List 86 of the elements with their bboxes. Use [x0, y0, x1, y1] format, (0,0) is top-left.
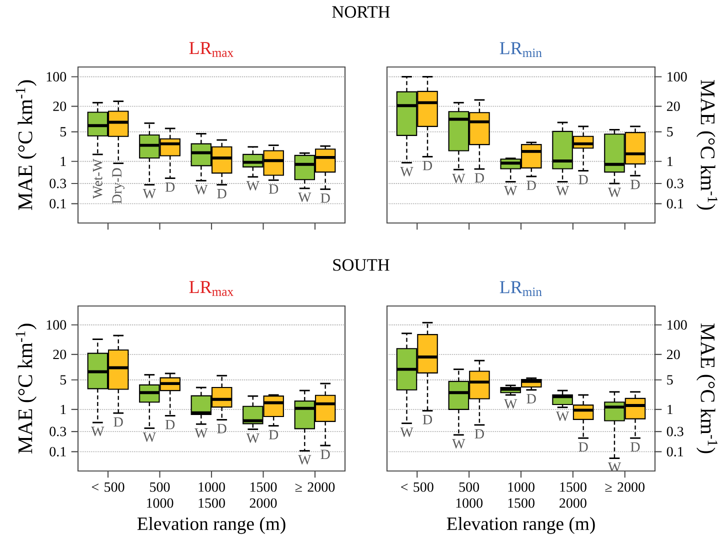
y-tick-label: 100: [668, 320, 687, 330]
annotation: D: [526, 394, 536, 404]
x-axis-title: Elevation range (m): [137, 516, 286, 534]
y-tick-label: 0.3: [50, 426, 66, 436]
y-tick-label: 20: [666, 102, 680, 112]
annotation: D: [268, 184, 278, 194]
y-tick-label: 0.3: [50, 178, 66, 188]
annotation: W: [298, 455, 312, 464]
y-axis-title: MAE (°C km$^{-1}$): [16, 80, 36, 210]
chart-subtitle: LR$_{max}$: [189, 281, 234, 296]
annotation: W: [452, 439, 466, 449]
annotation: D: [630, 180, 640, 190]
y-tick-label: 1: [60, 156, 66, 166]
annotation: D: [578, 175, 588, 184]
y-tick-label: 20: [53, 350, 66, 360]
y-tick-label: 100: [668, 72, 687, 82]
annotation: W: [504, 399, 518, 409]
y-tick-label: 1: [60, 404, 66, 414]
annotation: W: [452, 174, 466, 184]
y-tick-label: 0.1: [50, 446, 66, 456]
annotation: D: [165, 182, 175, 192]
y-tick-label: 100: [46, 320, 66, 330]
annotation: D: [114, 417, 123, 427]
annotation: W: [246, 434, 260, 443]
annotation: W: [608, 462, 622, 472]
y-tick-label: 0.1: [666, 198, 684, 208]
y-tick-label: 5: [60, 375, 66, 385]
annotation: W: [608, 188, 622, 198]
y-axis-title: MAE (°C km$^{-1}$): [16, 324, 36, 454]
chart-subtitle: LR$_{min}$: [500, 42, 542, 57]
y-tick-label: 1: [668, 404, 673, 414]
annotation: D: [217, 424, 226, 434]
chart-subtitle: LR$_{max}$: [189, 42, 234, 57]
annotation: W: [142, 432, 156, 442]
x-tick-label: 1500 2000: [250, 482, 277, 508]
annotation: W: [194, 184, 208, 194]
annotation: W: [400, 428, 414, 437]
chart-title: NORTH: [332, 6, 390, 18]
y-tick-label: 0.3: [666, 426, 684, 436]
annotation: W: [194, 428, 208, 438]
annotation: W: [400, 166, 414, 176]
annotation: D: [630, 442, 640, 452]
y-tick-label: 5: [667, 127, 673, 136]
x-tick-label: 1500 2000: [560, 482, 586, 508]
annotation: W: [556, 412, 570, 421]
annotation: D: [320, 193, 330, 203]
y-tick-label: 20: [53, 102, 66, 112]
annotation: D: [422, 415, 432, 424]
x-tick-label: 1000 1500: [198, 482, 225, 508]
x-tick-label: < 500: [401, 482, 434, 492]
annotation: W: [142, 189, 156, 198]
y-tick-label: 0.3: [666, 178, 684, 188]
x-axis-title: Elevation range (m): [446, 516, 595, 534]
y-tick-label: 20: [666, 350, 680, 360]
annotation: D: [422, 160, 432, 170]
annotation: D: [578, 442, 588, 452]
annotation: D: [474, 429, 484, 438]
x-tick-label: 500 1000: [146, 482, 174, 508]
annotation: D: [526, 180, 536, 190]
y-tick-label: 1: [668, 156, 673, 166]
annotation: Dry-D: [112, 168, 124, 204]
annotation: W: [246, 181, 260, 191]
y-axis-title: MAE (°C km$^{-1}$): [696, 323, 718, 454]
annotation: D: [320, 450, 330, 459]
x-tick-label: ≥ 2000: [605, 482, 645, 492]
annotation: Wet-W: [92, 158, 102, 199]
annotation: W: [556, 186, 570, 196]
annotation: W: [298, 192, 312, 202]
y-tick-label: 0.1: [50, 198, 66, 208]
x-tick-label: 500 1000: [456, 482, 483, 508]
x-tick-label: < 500: [92, 482, 124, 492]
annotation: D: [217, 189, 226, 198]
chart-subtitle: LR$_{min}$: [500, 281, 542, 296]
annotation: W: [504, 186, 518, 196]
x-tick-label: 1000 1500: [508, 482, 534, 508]
y-tick-label: 0.1: [666, 446, 684, 456]
annotation: D: [474, 173, 484, 182]
chart-title: SOUTH: [333, 259, 390, 271]
y-tick-label: 100: [46, 72, 66, 82]
annotation: D: [165, 420, 175, 430]
y-tick-label: 5: [60, 127, 66, 136]
annotation: D: [268, 430, 278, 440]
y-tick-label: 5: [667, 375, 673, 385]
x-tick-label: ≥ 2000: [295, 482, 335, 492]
y-axis-title: MAE (°C km$^{-1}$): [696, 80, 718, 210]
annotation: W: [91, 426, 104, 436]
